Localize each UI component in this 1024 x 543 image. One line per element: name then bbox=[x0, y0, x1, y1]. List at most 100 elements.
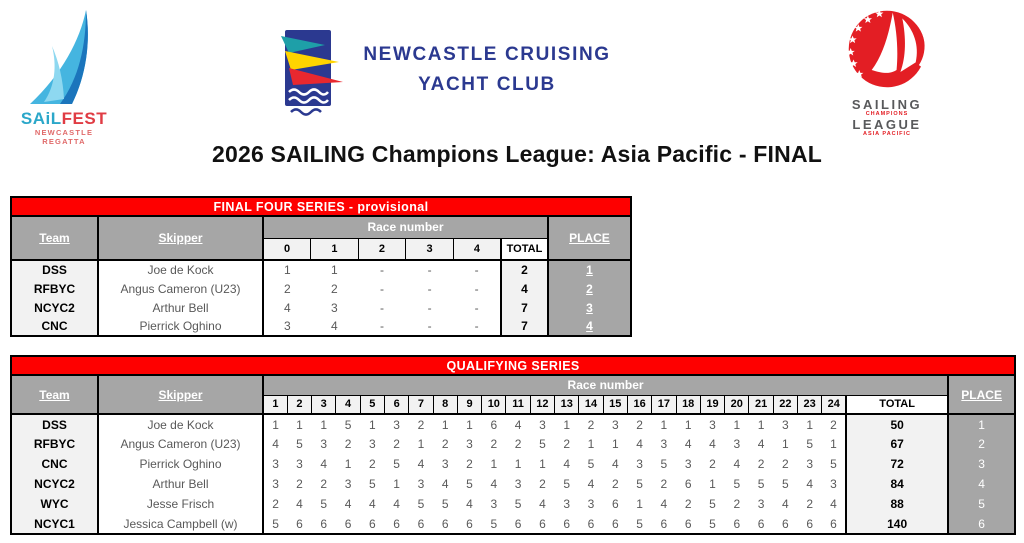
score-cell: 1 bbox=[505, 454, 531, 474]
score-cell: 2 bbox=[433, 434, 458, 454]
page-title: 2026 SAILING Champions League: Asia Paci… bbox=[211, 141, 823, 167]
scl-stars bbox=[846, 9, 884, 78]
score-cell: 1 bbox=[263, 260, 311, 279]
score-cell: 4 bbox=[481, 474, 506, 494]
score-cell: 6 bbox=[384, 514, 409, 534]
score-cell: 3 bbox=[603, 414, 628, 434]
score-cell: 4 bbox=[287, 494, 312, 514]
score-cell: 1 bbox=[408, 434, 434, 454]
score-cell: 2 bbox=[505, 434, 531, 454]
score-cell: 2 bbox=[263, 494, 288, 514]
team-cell: DSS bbox=[11, 414, 99, 434]
race-column-header: 13 bbox=[554, 394, 580, 415]
score-cell: 2 bbox=[724, 494, 749, 514]
score-cell: 2 bbox=[603, 474, 628, 494]
score-cell: 5 bbox=[627, 514, 652, 534]
score-cell: 2 bbox=[821, 414, 847, 434]
skipper-cell: Jesse Frisch bbox=[98, 494, 264, 514]
place-cell: 3 bbox=[948, 454, 1016, 474]
skipper-cell: Angus Cameron (U23) bbox=[98, 434, 264, 454]
score-cell: 5 bbox=[773, 474, 798, 494]
score-cell: 6 bbox=[578, 514, 604, 534]
race-column-header: 21 bbox=[748, 394, 774, 415]
score-cell: 5 bbox=[384, 454, 409, 474]
score-cell: 1 bbox=[651, 414, 677, 434]
score-cell: 1 bbox=[481, 454, 506, 474]
race-column-header: 4 bbox=[452, 237, 502, 261]
sailfest-sail-icon bbox=[30, 10, 88, 104]
total-cell: 88 bbox=[845, 494, 950, 514]
sailfest-word-fest: FEST bbox=[61, 109, 108, 128]
score-cell: 4 bbox=[773, 494, 798, 514]
score-cell: 3 bbox=[797, 454, 822, 474]
score-cell: 5 bbox=[700, 514, 725, 534]
total-cell: 4 bbox=[499, 279, 549, 298]
race-column-header: 6 bbox=[383, 394, 410, 415]
score-cell: 4 bbox=[433, 474, 458, 494]
score-cell: 2 bbox=[310, 279, 359, 298]
score-cell: 1 bbox=[603, 434, 628, 454]
score-cell: 4 bbox=[603, 454, 628, 474]
score-cell: 5 bbox=[311, 494, 336, 514]
race-column-header: 2 bbox=[286, 394, 313, 415]
qualifying-series-table: QUALIFYING SERIES Team Skipper Race numb… bbox=[9, 355, 1017, 535]
skipper-column-header: Skipper bbox=[97, 215, 264, 261]
race-column-header: 1 bbox=[310, 237, 359, 261]
score-cell: 5 bbox=[505, 494, 531, 514]
sailfest-wordmark: SAiLFEST bbox=[12, 109, 116, 128]
score-cell: 1 bbox=[310, 260, 359, 279]
score-cell: 1 bbox=[433, 414, 458, 434]
score-cell: 5 bbox=[263, 514, 288, 534]
score-cell: 3 bbox=[821, 474, 847, 494]
score-cell: 5 bbox=[578, 454, 604, 474]
scl-word-league: LEAGUE bbox=[852, 117, 922, 132]
score-cell: 6 bbox=[408, 514, 434, 534]
score-cell: 4 bbox=[724, 454, 749, 474]
score-cell: 5 bbox=[408, 494, 434, 514]
race-column-header: 22 bbox=[772, 394, 799, 415]
score-cell: 4 bbox=[408, 454, 434, 474]
score-cell: 3 bbox=[724, 434, 749, 454]
final-four-series-table: FINAL FOUR SERIES - provisional Team Ski… bbox=[10, 196, 632, 337]
score-cell: 4 bbox=[651, 494, 677, 514]
score-cell: 1 bbox=[724, 414, 749, 434]
score-cell: 3 bbox=[748, 494, 774, 514]
score-cell: - bbox=[358, 298, 406, 317]
skipper-cell: Joe de Kock bbox=[98, 260, 264, 279]
race-column-header: 2 bbox=[357, 237, 407, 261]
place-cell: 6 bbox=[948, 514, 1016, 534]
score-cell: 4 bbox=[627, 434, 652, 454]
score-cell: - bbox=[358, 317, 406, 336]
score-cell: 2 bbox=[360, 454, 385, 474]
score-cell: 3 bbox=[384, 414, 409, 434]
team-cell: NCYC1 bbox=[11, 514, 99, 534]
score-cell: 3 bbox=[505, 474, 531, 494]
score-cell: 3 bbox=[360, 434, 385, 454]
team-cell: NCYC2 bbox=[11, 298, 99, 317]
team-column-header: Team bbox=[10, 215, 99, 261]
score-cell: 4 bbox=[505, 414, 531, 434]
table-title-banner: QUALIFYING SERIES bbox=[9, 355, 1017, 376]
score-cell: 3 bbox=[530, 414, 555, 434]
race-column-header: 1 bbox=[262, 394, 288, 415]
score-cell: 2 bbox=[651, 474, 677, 494]
ncyc-wordmark: NEWCASTLE CRUISING YACHT CLUB bbox=[361, 40, 613, 100]
score-cell: 4 bbox=[530, 494, 555, 514]
qualifying-results-body: DSS Joe de Kock 1 1 1 5 1 3 2 1 1 6 4 3 1 2 3 2 1 1 3 1 1 3 1 2 50… bbox=[11, 414, 1016, 534]
score-cell: 3 bbox=[311, 434, 336, 454]
score-cell: 3 bbox=[408, 474, 434, 494]
score-cell: 4 bbox=[311, 454, 336, 474]
score-cell: 5 bbox=[360, 474, 385, 494]
total-cell: 7 bbox=[499, 298, 549, 317]
result-row: NCYC1 Jessica Campbell (w) 5 6 6 6 6 6 6 6 6 5 6 6 6 6 6… bbox=[11, 514, 1016, 534]
score-cell: 6 bbox=[360, 514, 385, 534]
race-column-header: 24 bbox=[821, 394, 847, 415]
skipper-cell: Jessica Campbell (w) bbox=[98, 514, 264, 534]
score-cell: 2 bbox=[530, 474, 555, 494]
score-cell: 2 bbox=[797, 494, 822, 514]
race-column-header: 19 bbox=[699, 394, 726, 415]
score-cell: 4 bbox=[797, 474, 822, 494]
score-cell: 5 bbox=[433, 494, 458, 514]
score-cell: - bbox=[405, 279, 454, 298]
